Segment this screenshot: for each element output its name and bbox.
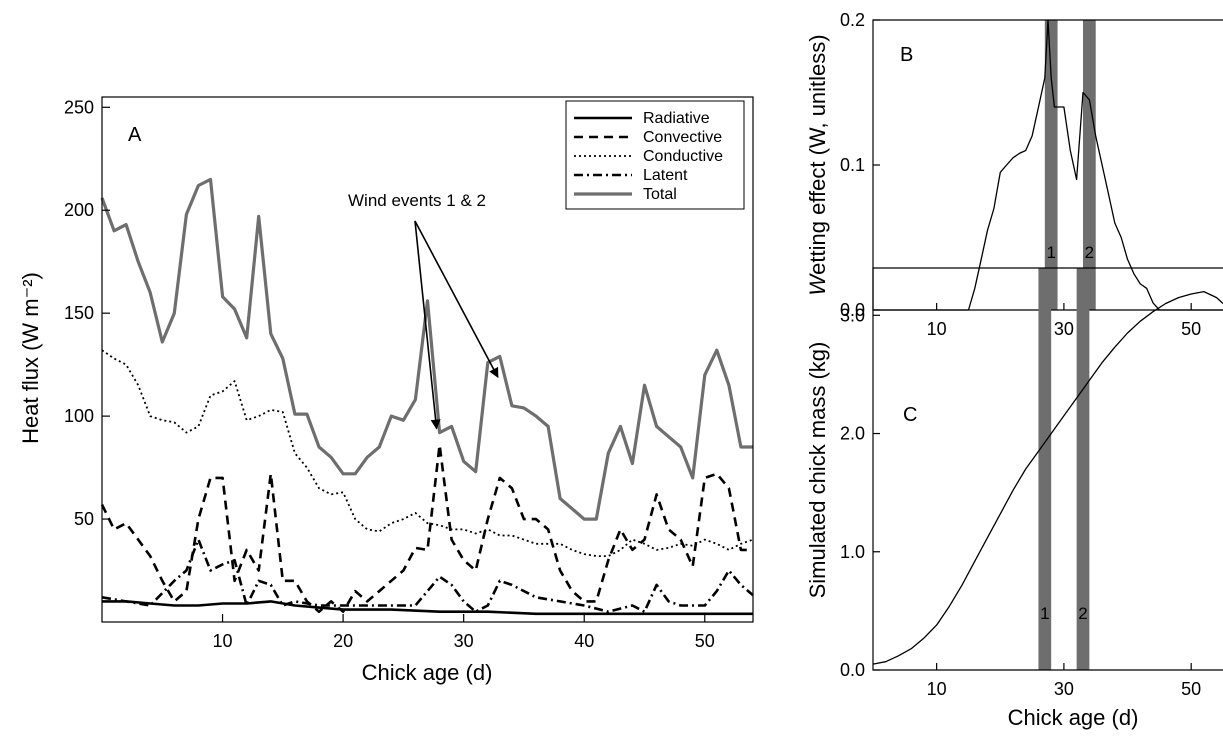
panel-c-band-2 bbox=[1076, 268, 1090, 670]
x-tick-label: 10 bbox=[213, 631, 233, 651]
panel-c-ticks: 10 30 50 0.0 1.0 2.0 3.0 bbox=[840, 305, 1201, 699]
legend-label-convective: Convective bbox=[643, 129, 722, 146]
series-line-total bbox=[100, 177, 753, 521]
panel-b-letter: B bbox=[900, 44, 913, 66]
y-tick-label: 250 bbox=[64, 97, 94, 117]
panel-b-band-2 bbox=[1083, 20, 1096, 310]
wind-event-1-arrow bbox=[414, 220, 441, 430]
y-tick-label: 150 bbox=[64, 303, 94, 323]
x-tick-label: 40 bbox=[574, 631, 594, 651]
panel-c-band-label-1: 1 bbox=[1040, 604, 1049, 623]
legend-items: Radiative Convective Conductive Latent Total bbox=[574, 110, 723, 203]
y-tick-label: 0.0 bbox=[840, 660, 865, 680]
series-line-radiative bbox=[102, 600, 753, 616]
wind-event-2-arrow bbox=[414, 220, 499, 379]
y-tick-label: 1.0 bbox=[840, 542, 865, 562]
y-tick-label: 0.0 bbox=[840, 300, 865, 320]
y-tick-label: 3.0 bbox=[840, 305, 865, 325]
panel-a-ticks: 10 20 30 40 50 50 100 150 200 250 bbox=[64, 97, 715, 651]
series-line-latent bbox=[101, 538, 754, 614]
y-tick-label: 50 bbox=[74, 509, 94, 529]
panel-a-x-title: Chick age (d) bbox=[362, 660, 493, 685]
y-tick-label: 100 bbox=[64, 406, 94, 426]
y-tick-label: 0.2 bbox=[840, 10, 865, 30]
panel-c-frame bbox=[872, 267, 1223, 671]
legend-label-radiative: Radiative bbox=[643, 110, 710, 127]
y-tick-label: 2.0 bbox=[840, 424, 865, 444]
legend-label-conductive: Conductive bbox=[643, 148, 723, 165]
x-tick-label: 10 bbox=[927, 679, 947, 699]
x-tick-label: 50 bbox=[1181, 679, 1201, 699]
legend-label-total: Total bbox=[643, 186, 677, 203]
panel-b-y-title: Wetting effect (W, unitless) bbox=[805, 34, 830, 295]
y-tick-label: 200 bbox=[64, 200, 94, 220]
x-tick-label: 30 bbox=[1054, 319, 1074, 339]
panel-b-series-line bbox=[873, 19, 1223, 311]
legend: Radiative Convective Conductive Latent Total bbox=[565, 100, 745, 210]
x-tick-label: 10 bbox=[927, 319, 947, 339]
panel-a: 10 20 30 40 50 50 100 150 200 250 A Chick age (d)… bbox=[18, 96, 754, 685]
panel-b-band-1 bbox=[1044, 20, 1058, 310]
panel-c-y-title: Simulated chick mass (kg) bbox=[805, 342, 830, 599]
panel-c-series-line bbox=[872, 290, 1223, 665]
wind-events-annotation: Wind events 1 & 2 bbox=[348, 191, 499, 430]
panel-b-band-label-1: 1 bbox=[1046, 243, 1055, 262]
panel-a-letter: A bbox=[128, 124, 142, 146]
panel-b-ticks: 10 30 50 0.0 0.1 0.2 bbox=[840, 10, 1201, 339]
series-line-conductive bbox=[101, 349, 754, 557]
x-tick-label: 50 bbox=[1181, 319, 1201, 339]
wind-events-label: Wind events 1 & 2 bbox=[348, 191, 486, 210]
panel-a-plot-area bbox=[100, 177, 754, 616]
y-tick-label: 0.1 bbox=[840, 155, 865, 175]
panel-c-x-title: Chick age (d) bbox=[1008, 705, 1139, 730]
panel-c-band-1 bbox=[1038, 268, 1052, 670]
x-tick-label: 30 bbox=[1054, 679, 1074, 699]
panel-a-y-title: Heat flux (W m⁻²) bbox=[18, 272, 43, 444]
x-tick-label: 20 bbox=[333, 631, 353, 651]
series-line-convective bbox=[100, 443, 753, 614]
x-tick-label: 50 bbox=[695, 631, 715, 651]
panel-a-frame bbox=[101, 96, 754, 623]
legend-label-latent: Latent bbox=[643, 167, 688, 184]
x-tick-label: 30 bbox=[454, 631, 474, 651]
panel-b-band-label-2: 2 bbox=[1085, 243, 1094, 262]
panel-c-letter: C bbox=[903, 404, 917, 426]
panel-c-band-label-2: 2 bbox=[1078, 604, 1087, 623]
